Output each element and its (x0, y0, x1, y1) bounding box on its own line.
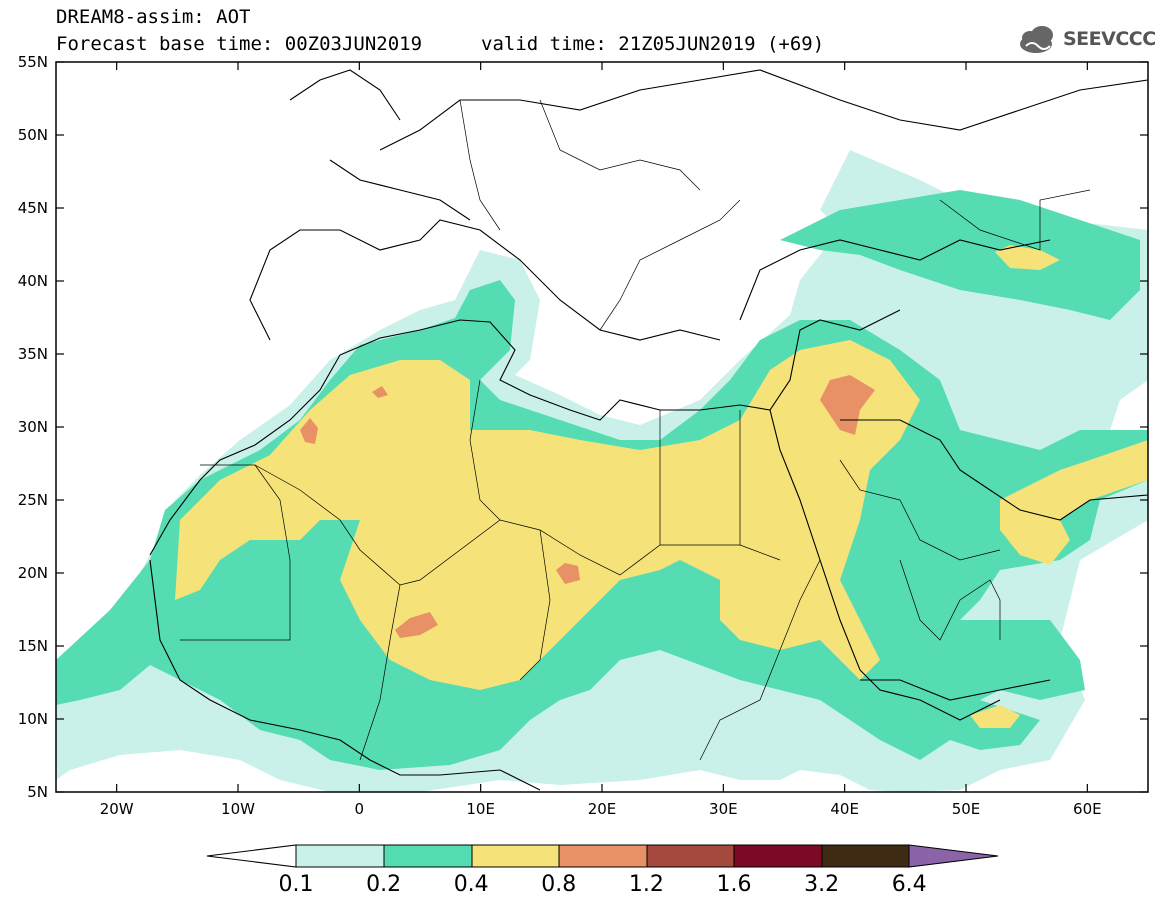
colorbar-label: 0.2 (366, 872, 402, 897)
colorbar-label: 0.4 (453, 872, 489, 897)
lat-label: 50N (17, 126, 48, 144)
lon-ticks (116, 62, 1088, 792)
colorbar-over (908, 844, 999, 868)
lat-label: 40N (17, 272, 48, 290)
colorbar-bin-0.2 (383, 844, 473, 868)
colorbar-bin-0.1 (295, 844, 385, 868)
colorbar-bin-3.2 (821, 844, 910, 868)
lat-label: 15N (17, 637, 48, 655)
lat-label: 45N (17, 199, 48, 217)
cloud-logo-icon (1020, 26, 1053, 53)
colorbar-bin-1.2 (646, 844, 735, 868)
colorbar-bin-1.6 (733, 844, 823, 868)
lon-label: 40E (830, 800, 859, 818)
lon-label: 60E (1073, 800, 1102, 818)
lon-label: 20E (587, 800, 617, 818)
lat-label: 35N (17, 345, 48, 363)
valid-time: valid time: 21Z05JUN2019 (+69) (481, 33, 825, 55)
lat-ticks (56, 61, 1148, 793)
colorbar-label: 6.4 (891, 872, 927, 897)
colorbar-label: 0.8 (541, 872, 577, 897)
lon-label: 10W (221, 800, 255, 818)
logo-text: SEEVCCC (1063, 28, 1156, 50)
lat-label: 20N (17, 564, 48, 582)
lon-label: 30E (709, 800, 738, 818)
country-borders (180, 99, 1091, 761)
lon-label: 50E (951, 800, 981, 818)
colorbar-under (206, 844, 297, 868)
lon-label: 10E (466, 800, 495, 818)
colorbar-bin-0.8 (558, 844, 648, 868)
lon-label: 0 (354, 800, 365, 818)
colorbar-label: 1.2 (628, 872, 664, 897)
map-title: DREAM8-assim: AOT (56, 6, 251, 28)
aot-band-0.4 (175, 245, 1148, 728)
lat-label: 5N (27, 783, 48, 801)
colorbar-bin-0.4 (471, 844, 560, 868)
colorbar-label: 0.1 (278, 872, 314, 897)
colorbar (206, 844, 999, 868)
lat-label: 10N (17, 710, 48, 728)
aot-band-0.8 (300, 375, 875, 638)
forecast-base-time: Forecast base time: 00Z03JUN2019 (56, 33, 423, 55)
colorbar-label: 1.6 (716, 872, 752, 897)
lat-label: 25N (17, 491, 48, 509)
lat-label: 55N (17, 53, 48, 71)
colorbar-label: 3.2 (804, 872, 840, 897)
lat-label: 30N (17, 418, 48, 436)
coastlines (149, 69, 1148, 791)
lon-label: 20W (99, 800, 134, 818)
